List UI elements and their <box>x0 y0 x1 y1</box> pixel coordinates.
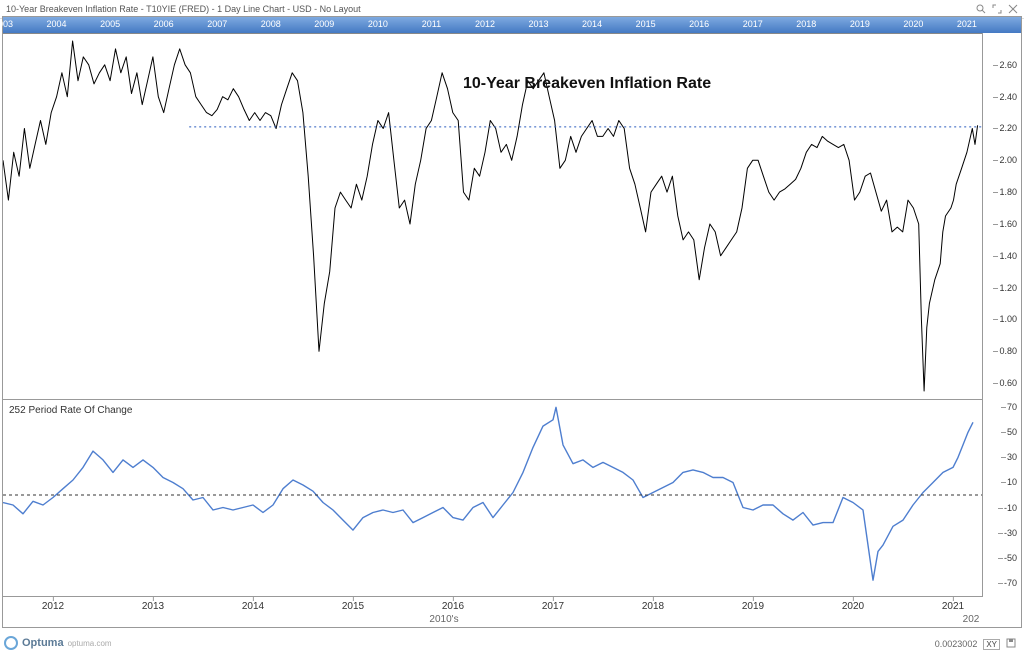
top-axis-tick: 2008 <box>261 19 281 29</box>
bottom-axis-tick: 2015 <box>342 601 364 612</box>
bottom-axis-tick: 2017 <box>542 601 564 612</box>
y-axis-tick: -10 <box>1004 503 1017 513</box>
time-axis-top: 2003 2004 2005 2006 2007 2008 2009 2010 2011 2012… <box>3 17 1021 34</box>
y-axis-tick: 1.00 <box>999 314 1017 324</box>
top-axis-tick: 2009 <box>314 19 334 29</box>
decade-label: 2010's <box>429 614 458 625</box>
bottom-axis-tick: 2021 <box>942 601 964 612</box>
top-axis-tick: 2010 <box>368 19 388 29</box>
time-axis-bottom: 2010's 202 2012 2013 2014 2015 2016 2017 2018 2… <box>3 596 983 627</box>
xy-toggle[interactable]: XY <box>983 639 1000 650</box>
top-axis-tick: 2015 <box>636 19 656 29</box>
y-axis-tick: 30 <box>1007 452 1017 462</box>
brand-site: optuma.com <box>68 639 112 648</box>
search-icon[interactable] <box>976 4 986 14</box>
y-axis-tick: 1.60 <box>999 219 1017 229</box>
save-icon[interactable] <box>1006 638 1016 650</box>
main-chart-title: 10-Year Breakeven Inflation Rate <box>463 75 711 93</box>
chart-title-text: 10-Year Breakeven Inflation Rate - T10YI… <box>6 4 361 14</box>
top-axis-tick: 2017 <box>743 19 763 29</box>
roc-series-svg <box>3 401 983 589</box>
expand-icon[interactable] <box>992 4 1002 14</box>
top-axis-tick: 2016 <box>689 19 709 29</box>
y-axis-tick: 2.60 <box>999 60 1017 70</box>
bottom-axis-tick: 2019 <box>742 601 764 612</box>
y-axis-tick: 1.40 <box>999 251 1017 261</box>
y-axis-tick: 1.80 <box>999 187 1017 197</box>
y-axis-strip: 0.60 0.80 1.00 1.20 1.40 1.60 1.80 2.00 2.20 2.40… <box>982 33 1021 627</box>
footer-brand: Optuma optuma.com <box>4 636 112 650</box>
top-axis-tick: 2018 <box>796 19 816 29</box>
optuma-logo-icon <box>4 636 18 650</box>
top-axis-tick: 2012 <box>475 19 495 29</box>
top-axis-tick: 2021 <box>957 19 977 29</box>
top-axis-tick: 2004 <box>47 19 67 29</box>
y-axis-tick: -50 <box>1004 553 1017 563</box>
y-axis-tick: 2.40 <box>999 92 1017 102</box>
y-axis-tick: 70 <box>1007 402 1017 412</box>
top-axis-tick: 2019 <box>850 19 870 29</box>
y-axis-tick: 10 <box>1007 477 1017 487</box>
status-value: 0.0023002 <box>935 639 978 649</box>
y-axis-tick: -70 <box>1004 578 1017 588</box>
close-icon[interactable] <box>1008 4 1018 14</box>
bottom-axis-tick: 2014 <box>242 601 264 612</box>
header-icons <box>976 4 1018 14</box>
y-axis-tick: 0.80 <box>999 346 1017 356</box>
y-axis-tick: -30 <box>1004 528 1017 538</box>
top-axis-tick: 2007 <box>207 19 227 29</box>
bottom-axis-tick: 2012 <box>42 601 64 612</box>
top-axis-tick: 2003 <box>0 19 13 29</box>
y-axis-tick: 2.20 <box>999 123 1017 133</box>
chart-area: 2003 2004 2005 2006 2007 2008 2009 2010 2011 2012… <box>2 16 1022 628</box>
y-axis-tick: 0.60 <box>999 378 1017 388</box>
bottom-axis-tick: 2020 <box>842 601 864 612</box>
top-axis-tick: 2014 <box>582 19 602 29</box>
top-axis-tick: 2011 <box>422 19 441 29</box>
bottom-axis-tick: 2016 <box>442 601 464 612</box>
status-bar: 0.0023002 XY <box>935 638 1016 650</box>
bottom-axis-tick: 2018 <box>642 601 664 612</box>
brand-name: Optuma <box>22 637 64 649</box>
decade-label-right: 202 <box>963 614 980 625</box>
y-axis-tick: 1.20 <box>999 283 1017 293</box>
top-axis-tick: 2006 <box>154 19 174 29</box>
top-axis-tick: 2013 <box>529 19 549 29</box>
top-axis-tick: 2020 <box>903 19 923 29</box>
roc-panel[interactable]: 252 Period Rate Of Change <box>3 401 983 589</box>
top-axis-tick: 2005 <box>100 19 120 29</box>
main-price-panel[interactable]: 10-Year Breakeven Inflation Rate <box>3 33 983 400</box>
y-axis-tick: 50 <box>1007 427 1017 437</box>
bottom-axis-tick: 2013 <box>142 601 164 612</box>
y-axis-tick: 2.00 <box>999 155 1017 165</box>
